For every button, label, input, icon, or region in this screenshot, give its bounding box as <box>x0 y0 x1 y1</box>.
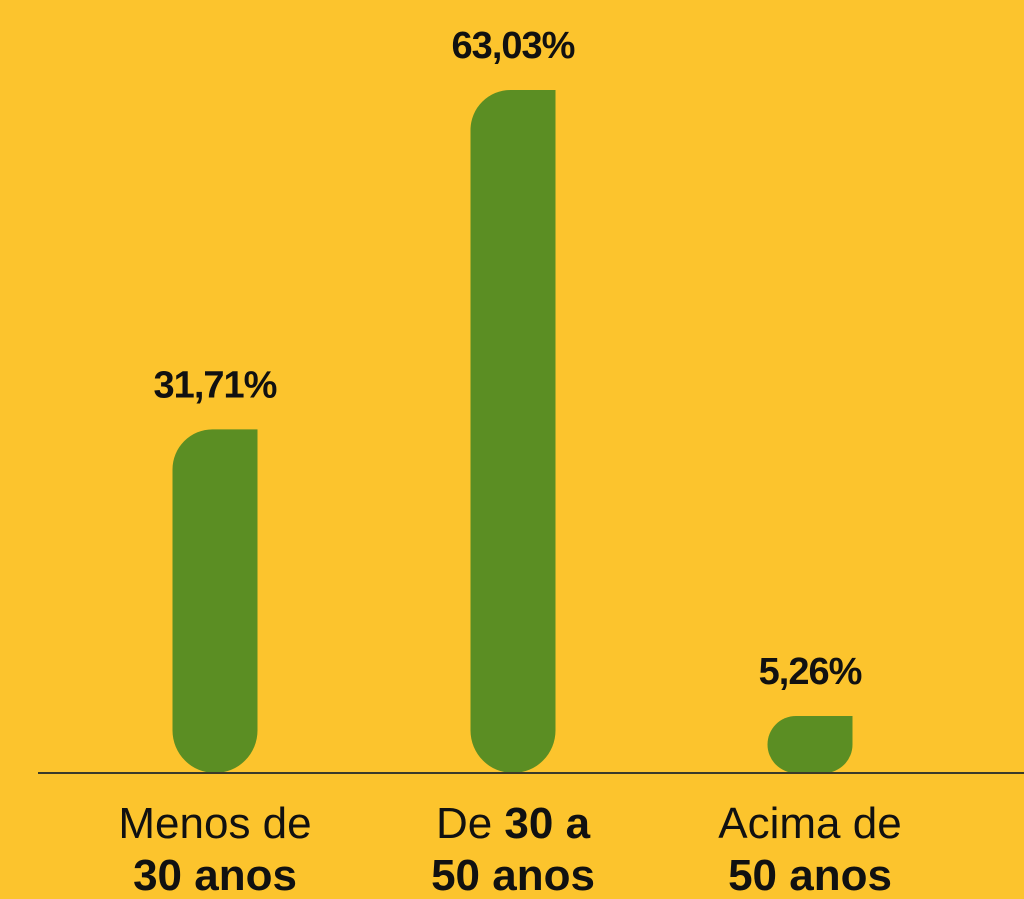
bars <box>172 90 853 773</box>
x-tick-label: 50 anos <box>728 851 892 899</box>
x-tick-label: 30 anos <box>133 851 297 899</box>
x-tick-label-part: 50 anos <box>728 851 892 899</box>
x-tick-label-part: 30 anos <box>133 851 297 899</box>
data-label: 31,71% <box>154 364 277 406</box>
x-tick-label-part: 30 a <box>504 799 590 848</box>
bar <box>172 429 258 773</box>
x-tick-label: Menos de <box>118 799 311 848</box>
x-tick-label-part: Menos de <box>118 799 311 848</box>
x-tick-label: 50 anos <box>431 851 595 899</box>
x-tick-label-part: De <box>436 799 492 848</box>
x-tick-label-part: Acima de <box>718 799 901 848</box>
x-tick-label: Acima de <box>718 799 901 848</box>
bar <box>470 90 556 773</box>
x-tick-label: De 30 a <box>436 799 591 848</box>
x-tick-label-part: 50 anos <box>431 851 595 899</box>
data-label: 5,26% <box>759 651 862 693</box>
bar <box>767 716 853 773</box>
data-label: 63,03% <box>452 25 575 67</box>
